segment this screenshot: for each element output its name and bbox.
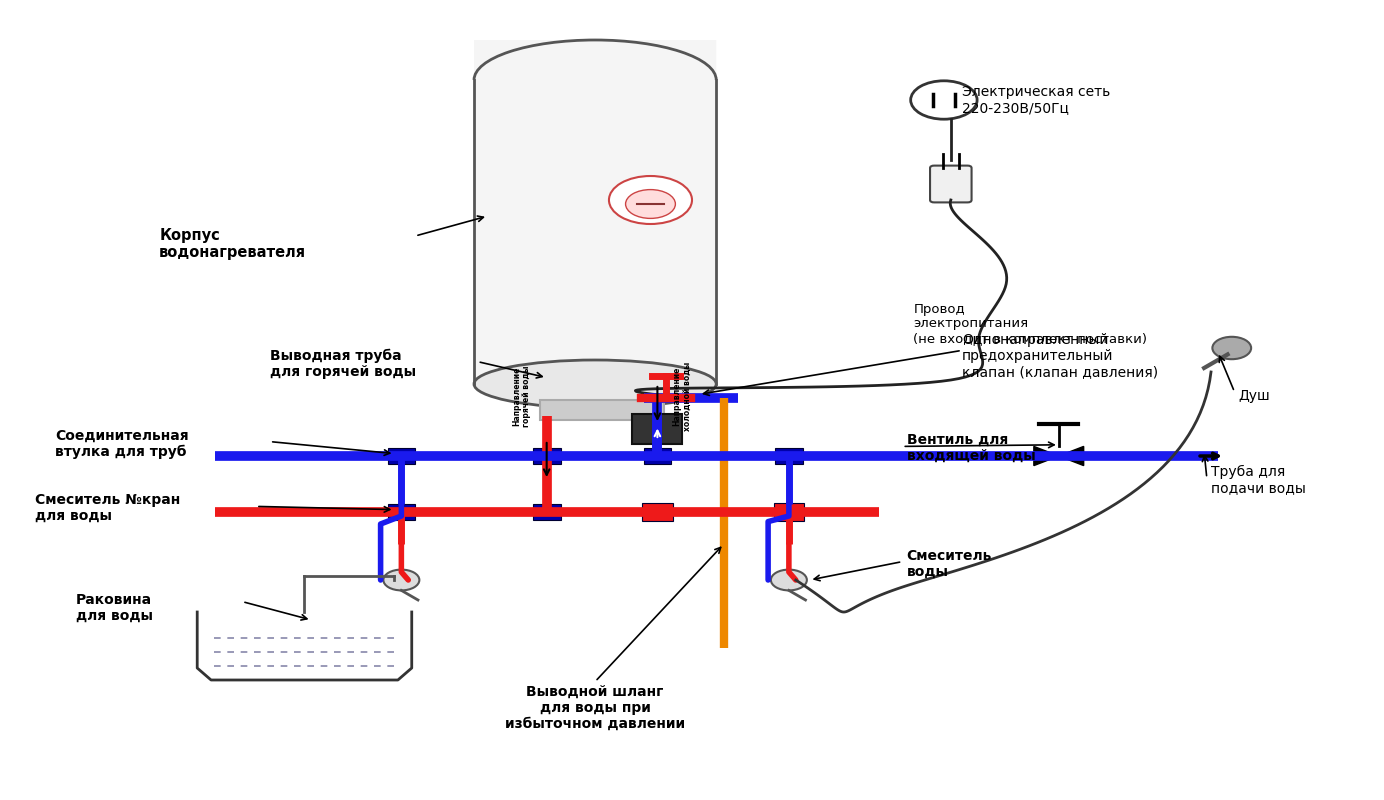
Text: Выводная труба
для горячей воды: Выводная труба для горячей воды [270, 349, 417, 379]
Bar [644, 448, 671, 464]
Bar [632, 414, 682, 444]
Polygon shape [1034, 446, 1059, 466]
Text: Корпус
водонагревателя: Корпус водонагревателя [159, 228, 306, 260]
Bar [533, 504, 561, 520]
Text: Раковина
для воды: Раковина для воды [76, 593, 154, 623]
Text: Направление
горячей воды: Направление горячей воды [512, 366, 531, 426]
Text: Смеситель
воды: Смеситель воды [907, 549, 992, 579]
Text: Вентиль для
входящей воды: Вентиль для входящей воды [907, 433, 1035, 463]
Bar [642, 503, 673, 521]
Circle shape [626, 190, 675, 218]
Text: Труба для
подачи воды: Труба для подачи воды [1211, 465, 1306, 495]
Circle shape [771, 570, 807, 590]
Text: Однонаправленный
предохранительный
клапан (клапан давления): Однонаправленный предохранительный клапа… [962, 333, 1158, 379]
Circle shape [911, 81, 977, 119]
Polygon shape [1059, 446, 1084, 466]
Text: Электрическая сеть
220-230В/50Гц: Электрическая сеть 220-230В/50Гц [962, 85, 1110, 115]
Bar [775, 448, 803, 464]
Text: Душ: Душ [1239, 389, 1271, 403]
Bar [774, 503, 804, 521]
Text: Смеситель №кран
для воды: Смеситель №кран для воды [35, 493, 180, 523]
Bar [388, 448, 415, 464]
FancyBboxPatch shape [473, 40, 717, 384]
Bar [540, 400, 664, 420]
Text: Соединительная
втулка для труб: Соединительная втулка для труб [55, 429, 190, 459]
FancyBboxPatch shape [930, 166, 972, 202]
Text: Направление
холодной воды: Направление холодной воды [673, 362, 692, 430]
Ellipse shape [473, 360, 717, 408]
Text: Провод
электропитания
(не входит в комплект поставки): Провод электропитания (не входит в компл… [913, 302, 1147, 346]
Bar [388, 504, 415, 520]
Circle shape [609, 176, 692, 224]
Circle shape [1212, 337, 1251, 359]
Text: Выводной шланг
для воды при
избыточном давлении: Выводной шланг для воды при избыточном д… [505, 685, 685, 731]
Circle shape [383, 570, 419, 590]
Ellipse shape [473, 360, 717, 408]
Ellipse shape [473, 40, 717, 120]
Bar [533, 448, 561, 464]
